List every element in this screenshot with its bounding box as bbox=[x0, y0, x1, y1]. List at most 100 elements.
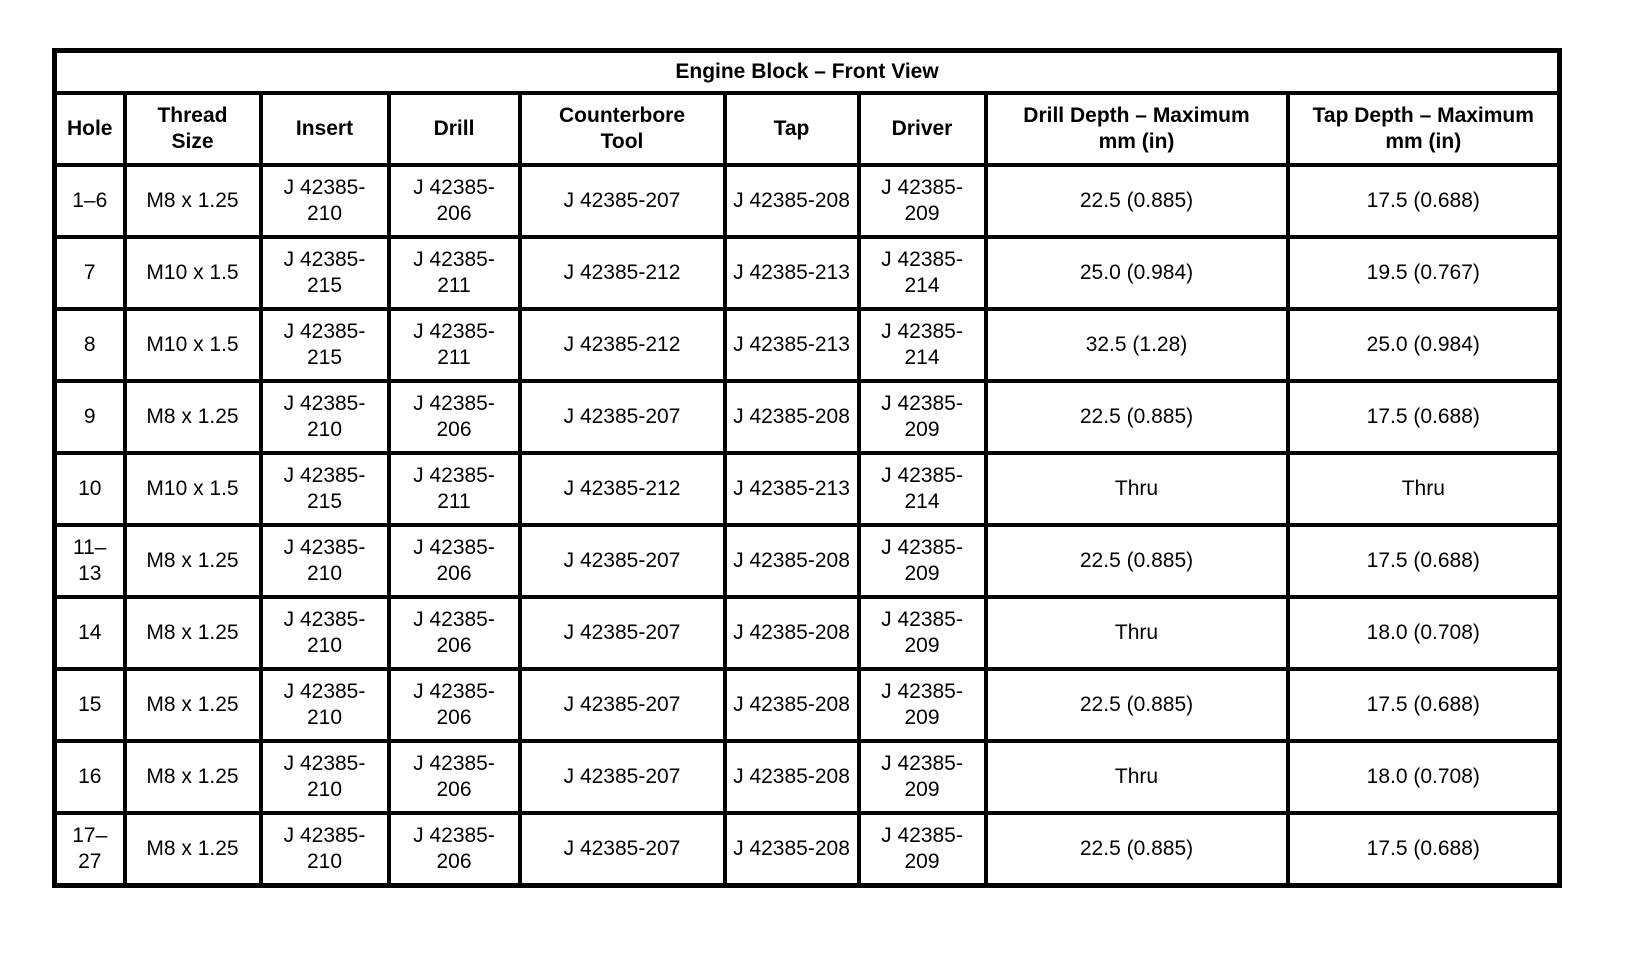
cell-driver: J 42385-214 bbox=[856, 235, 988, 311]
cell-drill: J 42385-206 bbox=[386, 811, 522, 888]
cell-drill: J 42385-206 bbox=[386, 523, 522, 599]
cell-insert: J 42385-215 bbox=[258, 235, 391, 311]
cell-tap_depth: 17.5 (0.688) bbox=[1285, 163, 1562, 239]
column-header-counterbore_tool: Counterbore Tool bbox=[517, 91, 727, 167]
cell-counterbore_tool: J 42385-212 bbox=[517, 307, 727, 383]
cell-tap: J 42385-208 bbox=[722, 595, 861, 671]
cell-hole: 1–6 bbox=[52, 163, 127, 239]
cell-counterbore_tool: J 42385-207 bbox=[517, 595, 727, 671]
cell-counterbore_tool: J 42385-207 bbox=[517, 523, 727, 599]
cell-thread_size: M10 x 1.5 bbox=[122, 235, 263, 311]
cell-thread_size: M10 x 1.5 bbox=[122, 307, 263, 383]
cell-drill: J 42385-206 bbox=[386, 595, 522, 671]
cell-drill: J 42385-211 bbox=[386, 307, 522, 383]
cell-tap: J 42385-208 bbox=[722, 163, 861, 239]
cell-tap: J 42385-208 bbox=[722, 523, 861, 599]
column-header-insert: Insert bbox=[258, 91, 391, 167]
column-header-drill: Drill bbox=[386, 91, 522, 167]
table-row: 14 M8 x 1.25 J 42385-210 J 42385-206 J 42385… bbox=[52, 595, 1562, 671]
cell-hole: 9 bbox=[52, 379, 127, 455]
table-row: 11–13 M8 x 1.25 J 42385-210 J 42385-206 J 42… bbox=[52, 523, 1562, 599]
cell-counterbore_tool: J 42385-212 bbox=[517, 451, 727, 527]
table-row: 10 M10 x 1.5 J 42385-215 J 42385-211 J 42385… bbox=[52, 451, 1562, 527]
table-header-row: Hole Thread Size Insert Drill Counterbore To… bbox=[52, 91, 1562, 167]
cell-tap: J 42385-208 bbox=[722, 379, 861, 455]
cell-driver: J 42385-209 bbox=[856, 667, 988, 743]
cell-counterbore_tool: J 42385-207 bbox=[517, 379, 727, 455]
cell-driver: J 42385-214 bbox=[856, 307, 988, 383]
cell-drill: J 42385-206 bbox=[386, 739, 522, 815]
table-row: 17–27 M8 x 1.25 J 42385-210 J 42385-206 J 42… bbox=[52, 811, 1562, 888]
cell-hole: 11–13 bbox=[52, 523, 127, 599]
cell-hole: 15 bbox=[52, 667, 127, 743]
cell-drill_depth: 22.5 (0.885) bbox=[983, 811, 1290, 888]
cell-drill: J 42385-211 bbox=[386, 235, 522, 311]
cell-drill_depth: 32.5 (1.28) bbox=[983, 307, 1290, 383]
cell-tap_depth: 19.5 (0.767) bbox=[1285, 235, 1562, 311]
column-header-tap: Tap bbox=[722, 91, 861, 167]
cell-drill: J 42385-206 bbox=[386, 163, 522, 239]
cell-driver: J 42385-209 bbox=[856, 523, 988, 599]
cell-hole: 17–27 bbox=[52, 811, 127, 888]
cell-hole: 10 bbox=[52, 451, 127, 527]
cell-drill: J 42385-211 bbox=[386, 451, 522, 527]
cell-tap: J 42385-208 bbox=[722, 667, 861, 743]
cell-tap_depth: 17.5 (0.688) bbox=[1285, 811, 1562, 888]
cell-insert: J 42385-210 bbox=[258, 739, 391, 815]
cell-drill_depth: 22.5 (0.885) bbox=[983, 163, 1290, 239]
cell-counterbore_tool: J 42385-207 bbox=[517, 811, 727, 888]
cell-tap: J 42385-213 bbox=[722, 235, 861, 311]
cell-driver: J 42385-209 bbox=[856, 739, 988, 815]
cell-tap: J 42385-213 bbox=[722, 307, 861, 383]
cell-hole: 8 bbox=[52, 307, 127, 383]
column-header-thread_size: Thread Size bbox=[122, 91, 263, 167]
cell-tap: J 42385-208 bbox=[722, 739, 861, 815]
cell-thread_size: M8 x 1.25 bbox=[122, 163, 263, 239]
cell-insert: J 42385-210 bbox=[258, 667, 391, 743]
cell-driver: J 42385-209 bbox=[856, 811, 988, 888]
cell-counterbore_tool: J 42385-207 bbox=[517, 163, 727, 239]
cell-hole: 16 bbox=[52, 739, 127, 815]
cell-thread_size: M10 x 1.5 bbox=[122, 451, 263, 527]
cell-drill_depth: Thru bbox=[983, 595, 1290, 671]
column-header-drill_depth: Drill Depth – Maximum mm (in) bbox=[983, 91, 1290, 167]
cell-drill_depth: Thru bbox=[983, 451, 1290, 527]
engine-block-spec-table: Engine Block – Front View Hole Thread Siz… bbox=[52, 48, 1563, 888]
cell-tap_depth: 17.5 (0.688) bbox=[1285, 667, 1562, 743]
cell-thread_size: M8 x 1.25 bbox=[122, 667, 263, 743]
cell-insert: J 42385-210 bbox=[258, 811, 391, 888]
cell-insert: J 42385-215 bbox=[258, 307, 391, 383]
table-row: 7 M10 x 1.5 J 42385-215 J 42385-211 J 42385-… bbox=[52, 235, 1562, 311]
cell-counterbore_tool: J 42385-207 bbox=[517, 667, 727, 743]
cell-tap_depth: 17.5 (0.688) bbox=[1285, 523, 1562, 599]
cell-driver: J 42385-209 bbox=[856, 163, 988, 239]
cell-hole: 7 bbox=[52, 235, 127, 311]
cell-drill_depth: 22.5 (0.885) bbox=[983, 523, 1290, 599]
table-row: 9 M8 x 1.25 J 42385-210 J 42385-206 J 42385-… bbox=[52, 379, 1562, 455]
cell-drill_depth: Thru bbox=[983, 739, 1290, 815]
cell-tap: J 42385-208 bbox=[722, 811, 861, 888]
cell-hole: 14 bbox=[52, 595, 127, 671]
table-body: 1–6 M8 x 1.25 J 42385-210 J 42385-206 J 4238… bbox=[52, 163, 1562, 888]
table-title: Engine Block – Front View bbox=[52, 48, 1562, 95]
column-header-tap_depth: Tap Depth – Maximum mm (in) bbox=[1285, 91, 1562, 167]
cell-driver: J 42385-214 bbox=[856, 451, 988, 527]
cell-insert: J 42385-210 bbox=[258, 595, 391, 671]
table-row: 1–6 M8 x 1.25 J 42385-210 J 42385-206 J 4238… bbox=[52, 163, 1562, 239]
cell-thread_size: M8 x 1.25 bbox=[122, 739, 263, 815]
cell-thread_size: M8 x 1.25 bbox=[122, 595, 263, 671]
cell-drill_depth: 22.5 (0.885) bbox=[983, 379, 1290, 455]
cell-thread_size: M8 x 1.25 bbox=[122, 379, 263, 455]
cell-drill_depth: 25.0 (0.984) bbox=[983, 235, 1290, 311]
column-header-driver: Driver bbox=[856, 91, 988, 167]
cell-drill_depth: 22.5 (0.885) bbox=[983, 667, 1290, 743]
cell-counterbore_tool: J 42385-207 bbox=[517, 739, 727, 815]
table-title-row: Engine Block – Front View bbox=[52, 48, 1562, 95]
cell-insert: J 42385-215 bbox=[258, 451, 391, 527]
cell-thread_size: M8 x 1.25 bbox=[122, 523, 263, 599]
table-row: 8 M10 x 1.5 J 42385-215 J 42385-211 J 42385-… bbox=[52, 307, 1562, 383]
cell-tap_depth: 18.0 (0.708) bbox=[1285, 595, 1562, 671]
cell-driver: J 42385-209 bbox=[856, 595, 988, 671]
cell-insert: J 42385-210 bbox=[258, 379, 391, 455]
cell-insert: J 42385-210 bbox=[258, 163, 391, 239]
